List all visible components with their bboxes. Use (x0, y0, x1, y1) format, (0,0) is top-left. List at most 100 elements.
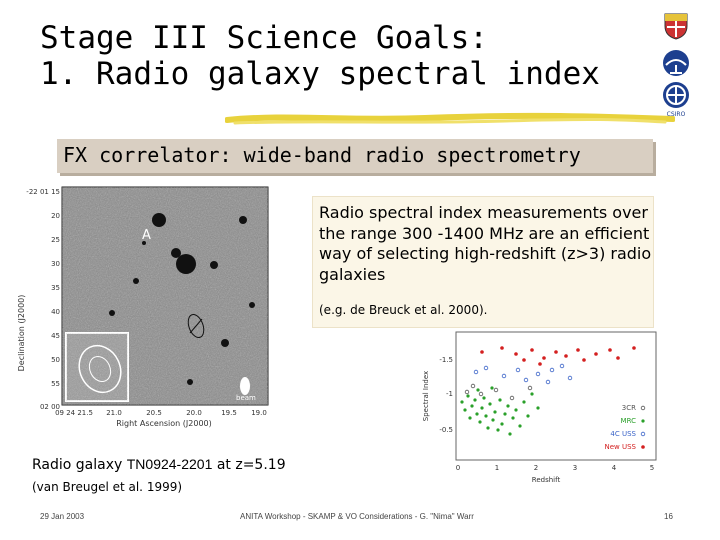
caption-prefix: Radio galaxy (32, 457, 127, 473)
data-point (527, 385, 533, 391)
data-point (503, 412, 507, 416)
legend-label-4c-uss: 4C USS (610, 430, 636, 438)
caption-reference: (van Breugel et al. 1999) (32, 480, 183, 494)
y-tick-label: -0.5 (439, 426, 453, 434)
data-point (464, 389, 470, 395)
data-point (567, 375, 573, 381)
data-point (491, 418, 495, 422)
legend-marker-new-uss (641, 445, 645, 449)
dec-tick: 30 (51, 260, 60, 268)
data-point (538, 362, 542, 366)
data-point (576, 348, 580, 352)
data-point (511, 416, 515, 420)
data-point (482, 396, 486, 400)
title-line-2: 1. Radio galaxy spectral index (40, 56, 600, 92)
ra-tick: 20.0 (186, 409, 202, 417)
legend-label-mrc: MRC (621, 417, 637, 425)
data-point (522, 358, 526, 362)
dec-tick: -22 01 15 (26, 188, 60, 196)
ra-tick: 09 24 21.5 (55, 409, 93, 417)
data-point (468, 416, 472, 420)
x-tick-label: 3 (573, 464, 577, 472)
data-point (514, 408, 518, 412)
data-point (530, 348, 534, 352)
data-point (466, 394, 470, 398)
dec-tick: 40 (51, 308, 60, 316)
y-tick-label: -1 (446, 390, 453, 398)
subtitle: FX correlator: wide-band radio spectrome… (63, 143, 581, 167)
data-point (536, 406, 540, 410)
chart-legend: 3CR MRC 4C USS New USS (604, 404, 646, 451)
data-point (535, 371, 541, 377)
csiro-label: CSIRO (667, 111, 686, 118)
data-point (545, 379, 551, 385)
data-point (500, 346, 504, 350)
ra-tick: 19.0 (251, 409, 267, 417)
data-point (549, 367, 555, 373)
dec-tick: 02 00 (40, 403, 60, 411)
y-axis-label: Spectral Index (422, 371, 430, 421)
x-tick-label: 5 (650, 464, 654, 472)
description-box: Radio spectral index measurements over t… (312, 196, 654, 328)
legend-label-new-uss: New USS (604, 443, 636, 451)
x-tick-label: 2 (534, 464, 538, 472)
dec-tick: 55 (51, 380, 60, 388)
data-point (518, 424, 522, 428)
data-point (508, 432, 512, 436)
legend-marker-4c-uss (640, 431, 646, 437)
data-point (473, 369, 479, 375)
data-point (470, 404, 474, 408)
data-point (498, 398, 502, 402)
data-point (496, 428, 500, 432)
csiro-icon: CSIRO (663, 82, 689, 118)
x-axis-label: Redshift (532, 476, 561, 484)
data-point (522, 400, 526, 404)
data-point (526, 414, 530, 418)
x-tick-label: 4 (612, 464, 617, 472)
ra-tick: 20.5 (146, 409, 162, 417)
data-point (484, 414, 488, 418)
data-point (530, 392, 534, 396)
data-point (470, 383, 476, 389)
dec-tick: 35 (51, 284, 60, 292)
y-tick-label: -1.5 (439, 356, 453, 364)
x-tick-label: 0 (456, 464, 460, 472)
footer-date: 29 Jan 2003 (40, 512, 85, 521)
data-point (523, 377, 529, 383)
data-point (488, 402, 492, 406)
data-point (483, 365, 489, 371)
page-number: 16 (664, 512, 673, 521)
data-point (554, 350, 558, 354)
data-point (515, 367, 521, 373)
data-point (490, 386, 494, 390)
data-point (460, 400, 464, 404)
dec-tick: 20 (51, 212, 60, 220)
data-point (501, 373, 507, 379)
legend-marker-mrc (641, 419, 645, 423)
atnf-dish-icon (663, 50, 689, 76)
title-underline (225, 112, 675, 125)
footer-title: ANITA Workshop - SKAMP & VO Consideratio… (240, 512, 474, 521)
data-point (486, 426, 490, 430)
data-point (500, 422, 504, 426)
ra-tick: 19.5 (221, 409, 237, 417)
data-point (594, 352, 598, 356)
caption-suffix: at z=5.19 (212, 457, 286, 473)
dec-tick: 45 (51, 332, 60, 340)
data-point (480, 350, 484, 354)
slide-title: Stage III Science Goals: 1. Radio galaxy… (40, 20, 640, 92)
data-point (463, 408, 467, 412)
data-point (475, 412, 479, 416)
data-point (608, 348, 612, 352)
data-point (616, 356, 620, 360)
data-point (478, 420, 482, 424)
legend-label-3cr: 3CR (622, 404, 636, 412)
data-point (480, 406, 484, 410)
university-crest-icon (664, 13, 688, 40)
description-text: Radio spectral index measurements over t… (319, 203, 652, 284)
data-point (542, 356, 546, 360)
data-point (478, 391, 484, 397)
data-point (564, 354, 568, 358)
beam-label: beam (236, 394, 256, 402)
